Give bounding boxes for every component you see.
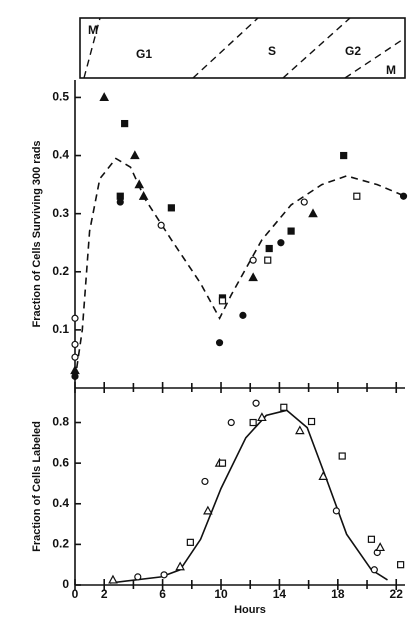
phase-band: M G1 S G2 M: [79, 17, 406, 79]
point: [249, 256, 257, 264]
point: [249, 418, 257, 427]
point: [138, 190, 149, 200]
point: [300, 198, 308, 206]
point: [239, 311, 247, 319]
point: [70, 365, 80, 375]
point: [121, 119, 129, 128]
point: [332, 507, 340, 515]
point: [218, 297, 227, 305]
point: [307, 417, 316, 426]
x-tick-label: 18: [331, 587, 345, 601]
point: [264, 256, 272, 264]
point: [134, 179, 145, 189]
point: [167, 204, 175, 212]
point: [71, 340, 79, 349]
phase-label: S: [268, 44, 276, 58]
y-tick-label: 0.8: [52, 415, 69, 429]
x-tick-label: 10: [214, 587, 228, 601]
fit-curve: [109, 409, 388, 584]
point: [186, 538, 194, 546]
phase-box: [79, 17, 406, 79]
phase-label: G2: [345, 44, 361, 58]
x-tick-label: 0: [72, 587, 79, 601]
point: [265, 244, 273, 253]
y-tick-label: 0.3: [52, 206, 69, 220]
point: [252, 399, 260, 407]
point: [295, 425, 305, 435]
y-tick-label: 0.4: [52, 148, 69, 162]
point: [175, 561, 185, 571]
x-tick-label: 22: [390, 587, 404, 601]
y-tick-label: 0.6: [52, 455, 69, 469]
point: [248, 272, 258, 282]
point: [280, 403, 288, 411]
point: [218, 459, 227, 467]
phase-boundaries: [83, 17, 406, 79]
point: [227, 418, 235, 427]
point: [157, 221, 165, 229]
y-tick-label: 0.5: [52, 90, 69, 104]
point: [340, 151, 348, 160]
y-tick-label: 0.1: [52, 322, 69, 336]
point: [287, 227, 295, 235]
y-tick-label: 0.2: [52, 264, 69, 278]
point: [367, 535, 376, 543]
point: [370, 566, 378, 574]
phase-label: M: [88, 23, 98, 37]
point: [338, 452, 346, 460]
point: [215, 339, 224, 347]
phase-label: G1: [136, 47, 152, 61]
point: [71, 372, 79, 380]
point: [257, 412, 267, 422]
y-axis-label: Fraction of Cells Labeled: [31, 421, 43, 552]
x-tick-label: 2: [101, 587, 108, 601]
point: [116, 198, 124, 206]
y-axis-label: Fraction of Cells Surviving 300 rads: [31, 140, 43, 327]
point: [160, 571, 168, 579]
point: [318, 471, 329, 480]
point: [277, 239, 285, 247]
x-tick-label: 6: [159, 587, 166, 601]
point: [397, 561, 405, 569]
point: [203, 505, 213, 515]
y-tick-label: 0.4: [52, 496, 69, 510]
point: [308, 208, 318, 218]
fit-curve: [74, 157, 406, 381]
phase-label: M: [386, 63, 396, 77]
point: [99, 92, 110, 102]
point: [71, 353, 79, 361]
point: [399, 192, 408, 200]
point: [71, 314, 79, 322]
point: [116, 192, 124, 200]
point: [353, 192, 361, 200]
y-tick-label: 0: [62, 577, 69, 591]
point: [108, 574, 118, 584]
x-axis-label: Hours: [234, 604, 266, 616]
x-tick-label: 14: [273, 587, 287, 601]
point: [201, 477, 209, 486]
point: [130, 150, 140, 160]
y-tick-label: 0.2: [52, 537, 69, 551]
point: [134, 573, 142, 581]
point: [375, 542, 385, 552]
